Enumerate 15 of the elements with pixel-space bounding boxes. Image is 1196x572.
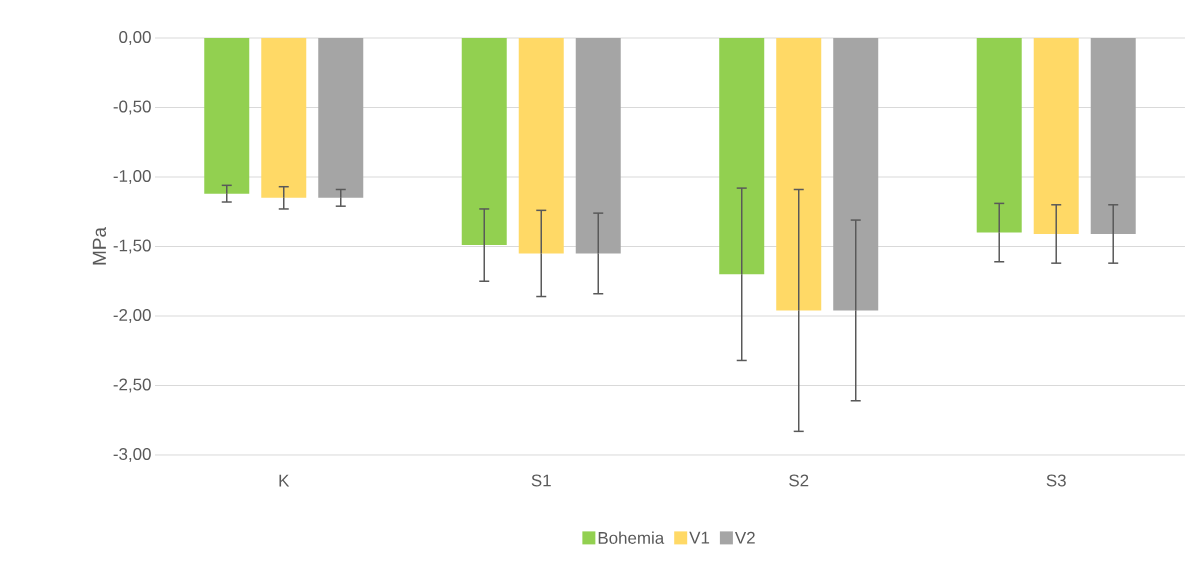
legend-label: V2	[734, 531, 755, 544]
y-tick-label: -2,50	[113, 378, 151, 393]
y-axis-title: MPa	[92, 227, 107, 265]
y-tick-label: -0,50	[113, 100, 151, 115]
x-tick-label: S2	[789, 474, 809, 487]
x-tick-label: S3	[1046, 474, 1066, 487]
y-tick-label: -1,00	[113, 169, 151, 184]
y-tick-label: -2,00	[113, 308, 151, 323]
y-tick-label: -1,50	[113, 239, 151, 254]
y-tick-label: -3,00	[113, 447, 151, 462]
y-tick-label: 0,00	[119, 30, 151, 45]
x-tick-label: S1	[531, 474, 551, 487]
legend-label: V1	[689, 531, 710, 544]
legend-label: Bohemia	[598, 531, 665, 544]
x-tick-label: K	[279, 474, 290, 487]
